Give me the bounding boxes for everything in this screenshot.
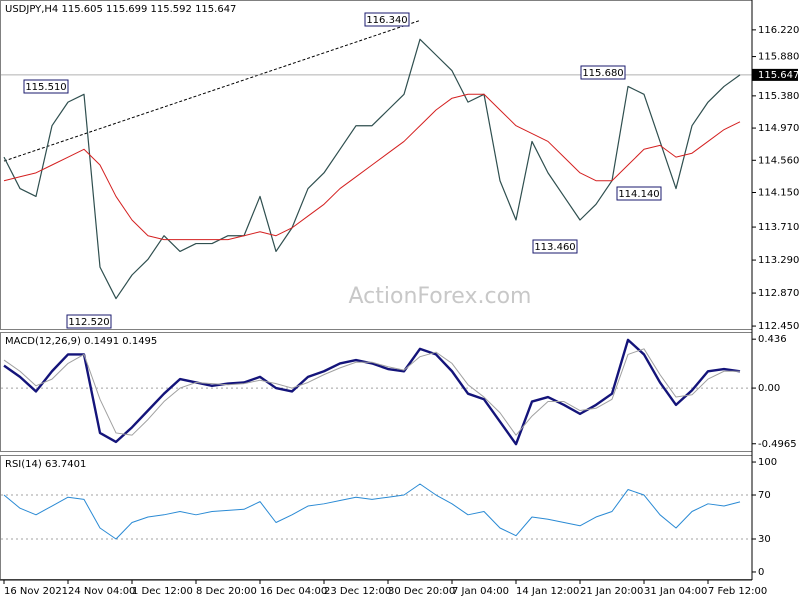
x-tick-label: 23 Dec 12:00 — [324, 586, 391, 597]
y-tick-label: 0 — [758, 567, 764, 578]
price-annotation-box — [364, 12, 410, 27]
x-tick-label: 7 Feb 12:00 — [708, 586, 767, 597]
x-tick-label: 16 Nov 2021 — [4, 586, 68, 597]
indicator-line — [3, 38, 741, 300]
indicator-line — [3, 483, 741, 540]
indicator-line — [3, 93, 741, 241]
price-annotation-box — [616, 186, 662, 201]
price-annotation: 113.460 — [534, 242, 575, 253]
price-annotation-box — [66, 314, 112, 329]
x-tick-label: 21 Jan 20:00 — [580, 586, 643, 597]
x-tick-label: 31 Jan 04:00 — [644, 586, 707, 597]
y-tick-label: 113.290 — [758, 255, 799, 266]
price-annotation-box — [23, 79, 69, 94]
x-tick-label: 1 Dec 12:00 — [132, 586, 193, 597]
last-price-box — [752, 68, 798, 81]
price-annotation: 115.680 — [582, 68, 623, 79]
y-tick-label: 114.560 — [758, 155, 799, 166]
price-annotation: 116.340 — [366, 15, 407, 26]
x-tick-label: 16 Dec 04:00 — [260, 586, 327, 597]
x-tick-label: 8 Dec 20:00 — [196, 586, 257, 597]
price-annotation: 112.520 — [68, 317, 109, 328]
price-annotation: 115.510 — [25, 82, 66, 93]
y-tick-label: 0.00 — [758, 383, 780, 394]
y-tick-label: 112.450 — [758, 321, 799, 332]
price-annotation-box — [580, 65, 626, 80]
x-tick-label: 7 Jan 04:00 — [452, 586, 509, 597]
pane-title: USDJPY,H4 115.605 115.699 115.592 115.64… — [5, 4, 236, 15]
pane-title: MACD(12,26,9) 0.1491 0.1495 — [5, 336, 157, 347]
x-tick-label: 30 Dec 20:00 — [388, 586, 455, 597]
price-annotation: 114.140 — [618, 189, 659, 200]
watermark: ActionForex.com — [349, 284, 532, 309]
y-tick-label: -0.4965 — [758, 439, 797, 450]
y-tick-label: 116.220 — [758, 25, 799, 36]
price-annotation-box — [532, 239, 578, 254]
indicator-line — [3, 348, 741, 436]
y-tick-label: 115.380 — [758, 91, 799, 102]
y-tick-label: 0.436 — [758, 334, 787, 345]
y-tick-label: 114.970 — [758, 123, 799, 134]
y-tick-label: 112.870 — [758, 288, 799, 299]
y-tick-label: 100 — [758, 457, 777, 468]
y-tick-label: 115.880 — [758, 52, 799, 63]
pane-title: RSI(14) 63.7401 — [5, 459, 86, 470]
y-tick-label: 70 — [758, 490, 771, 501]
y-tick-label: 114.150 — [758, 188, 799, 199]
y-tick-label: 113.710 — [758, 222, 799, 233]
trendline — [3, 19, 421, 162]
x-tick-label: 24 Nov 04:00 — [68, 586, 135, 597]
y-tick-label: 30 — [758, 534, 771, 545]
last-price-label: 115.647 — [758, 70, 799, 81]
indicator-line — [3, 338, 741, 446]
x-tick-label: 14 Jan 12:00 — [516, 586, 579, 597]
